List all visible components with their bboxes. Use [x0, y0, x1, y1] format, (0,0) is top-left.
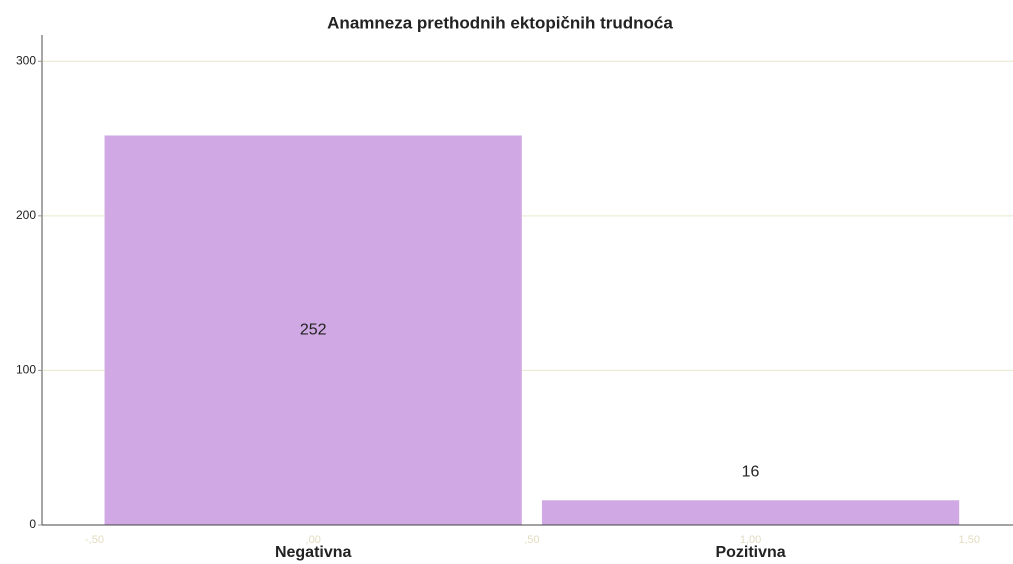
- category-label: Pozitivna: [715, 544, 785, 561]
- y-tick-label: 100: [16, 363, 36, 377]
- y-tick-label: 200: [16, 208, 36, 222]
- data-label: 16: [742, 463, 760, 480]
- x-tick-label: 1,00: [740, 534, 761, 546]
- x-tick-label: ,50: [524, 534, 539, 546]
- x-tick-label: ,00: [306, 534, 321, 546]
- y-tick-label: 0: [29, 517, 36, 531]
- bar: [541, 500, 960, 525]
- x-tick-label: -,50: [85, 534, 104, 546]
- bar: [104, 135, 522, 525]
- chart-title: Anamneza prethodnih ektopičnih trudnoća: [327, 13, 673, 32]
- x-tick-label: 1,50: [959, 534, 980, 546]
- y-tick-label: 300: [16, 53, 36, 67]
- data-label: 252: [300, 321, 327, 338]
- category-label: Negativna: [275, 544, 352, 561]
